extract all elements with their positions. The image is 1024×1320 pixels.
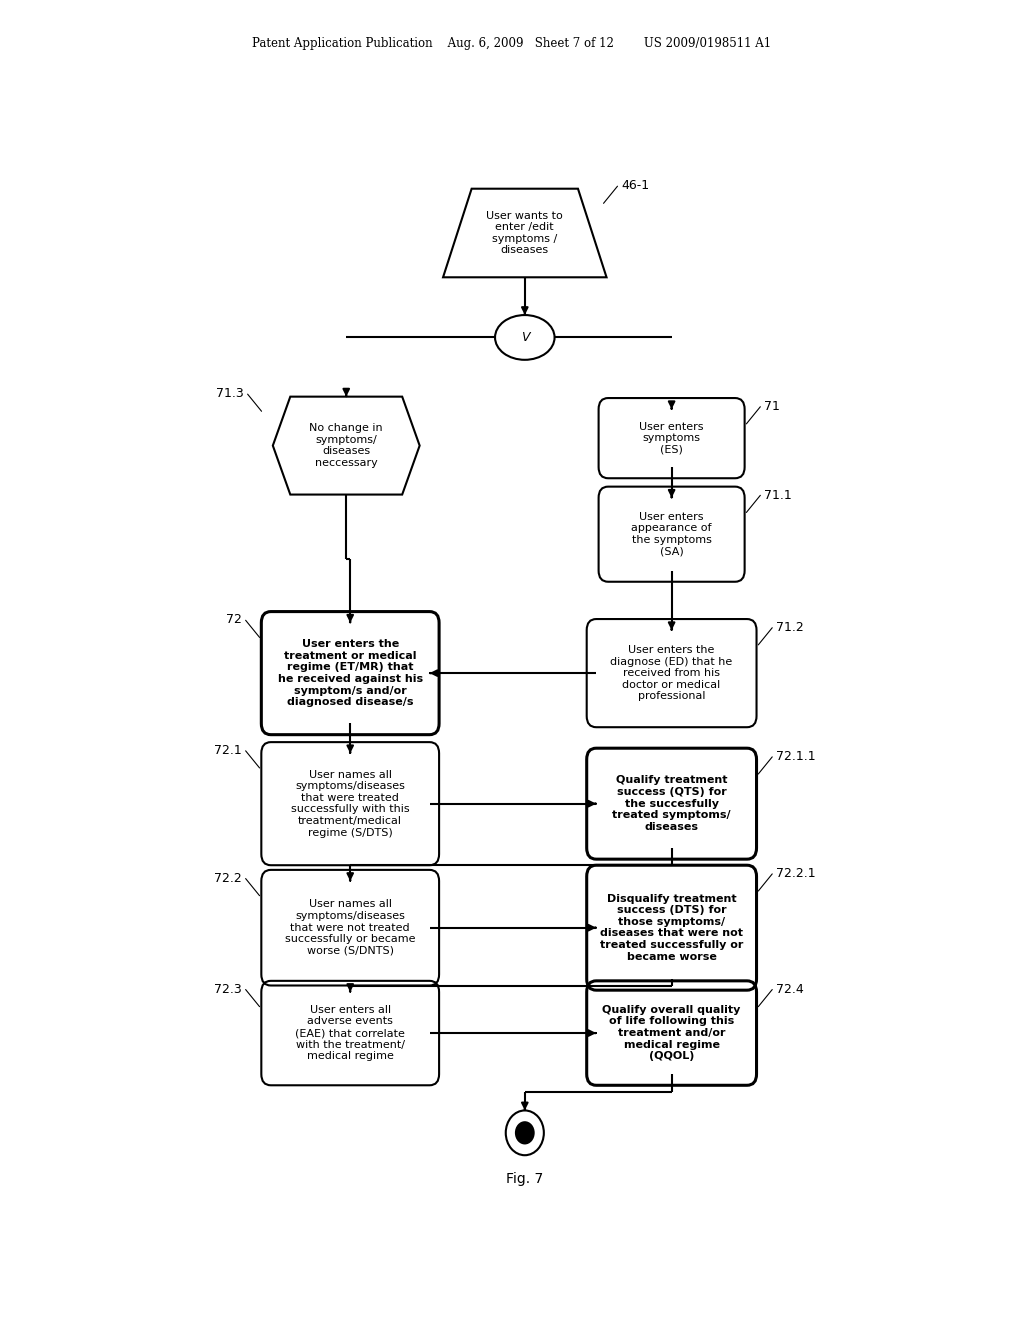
Text: User wants to
enter /edit
symptoms /
diseases: User wants to enter /edit symptoms / dis… <box>486 211 563 255</box>
Text: Qualify treatment
success (QTS) for
the succesfully
treated symptoms/
diseases: Qualify treatment success (QTS) for the … <box>612 775 731 832</box>
Text: User enters all
adverse events
(EAE) that correlate
with the treatment/
medical : User enters all adverse events (EAE) tha… <box>295 1005 406 1061</box>
Text: Patent Application Publication    Aug. 6, 2009   Sheet 7 of 12        US 2009/01: Patent Application Publication Aug. 6, 2… <box>253 37 771 50</box>
Text: 72: 72 <box>225 614 242 627</box>
Text: 72.1.1: 72.1.1 <box>776 750 816 763</box>
Text: User enters
symptoms
(ES): User enters symptoms (ES) <box>639 421 703 455</box>
Text: User enters
appearance of
the symptoms
(SA): User enters appearance of the symptoms (… <box>632 512 712 557</box>
Text: User names all
symptoms/diseases
that were treated
successfully with this
treatm: User names all symptoms/diseases that we… <box>291 770 410 838</box>
Text: 71: 71 <box>765 400 780 413</box>
Text: 72.3: 72.3 <box>214 982 242 995</box>
Text: 46-1: 46-1 <box>622 180 650 193</box>
Text: 72.4: 72.4 <box>776 982 804 995</box>
Circle shape <box>515 1121 535 1144</box>
Text: User enters the
diagnose (ED) that he
received from his
doctor or medical
profes: User enters the diagnose (ED) that he re… <box>610 645 733 701</box>
Text: 72.2: 72.2 <box>214 871 242 884</box>
Text: User names all
symptoms/diseases
that were not treated
successfully or became
wo: User names all symptoms/diseases that we… <box>285 899 416 956</box>
Text: Disqualify treatment
success (DTS) for
those symptoms/
diseases that were not
tr: Disqualify treatment success (DTS) for t… <box>600 894 743 962</box>
Text: User enters the
treatment or medical
regime (ET/MR) that
he received against his: User enters the treatment or medical reg… <box>278 639 423 708</box>
Text: Fig. 7: Fig. 7 <box>506 1172 544 1185</box>
Text: 72.1: 72.1 <box>214 744 242 758</box>
Text: Qualify overall quality
of life following this
treatment and/or
medical regime
(: Qualify overall quality of life followin… <box>602 1005 740 1061</box>
Text: No change in
symptoms/
diseases
neccessary: No change in symptoms/ diseases neccessa… <box>309 424 383 469</box>
Text: 71.3: 71.3 <box>216 387 244 400</box>
Text: 71.1: 71.1 <box>765 488 793 502</box>
Text: 72.2.1: 72.2.1 <box>776 867 816 880</box>
Text: 71.2: 71.2 <box>776 620 804 634</box>
Text: V: V <box>520 331 529 345</box>
